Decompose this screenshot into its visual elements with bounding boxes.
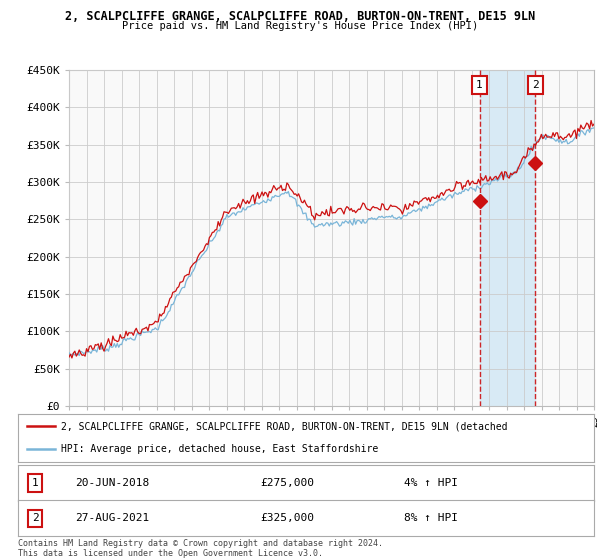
Text: HPI: Average price, detached house, East Staffordshire: HPI: Average price, detached house, East… — [61, 444, 379, 454]
Text: 2, SCALPCLIFFE GRANGE, SCALPCLIFFE ROAD, BURTON-ON-TRENT, DE15 9LN: 2, SCALPCLIFFE GRANGE, SCALPCLIFFE ROAD,… — [65, 10, 535, 23]
Text: 4% ↑ HPI: 4% ↑ HPI — [404, 478, 458, 488]
Text: 27-AUG-2021: 27-AUG-2021 — [76, 514, 150, 523]
Text: 1: 1 — [32, 478, 38, 488]
Text: 2: 2 — [532, 80, 539, 90]
Bar — [479, 70, 535, 406]
Text: 2: 2 — [32, 514, 38, 523]
Text: 8% ↑ HPI: 8% ↑ HPI — [404, 514, 458, 523]
Text: Contains HM Land Registry data © Crown copyright and database right 2024.
This d: Contains HM Land Registry data © Crown c… — [18, 539, 383, 558]
Text: Price paid vs. HM Land Registry's House Price Index (HPI): Price paid vs. HM Land Registry's House … — [122, 21, 478, 31]
Text: £275,000: £275,000 — [260, 478, 314, 488]
Text: 2, SCALPCLIFFE GRANGE, SCALPCLIFFE ROAD, BURTON-ON-TRENT, DE15 9LN (detached: 2, SCALPCLIFFE GRANGE, SCALPCLIFFE ROAD,… — [61, 421, 508, 431]
Text: £325,000: £325,000 — [260, 514, 314, 523]
Text: 20-JUN-2018: 20-JUN-2018 — [76, 478, 150, 488]
Text: 1: 1 — [476, 80, 483, 90]
